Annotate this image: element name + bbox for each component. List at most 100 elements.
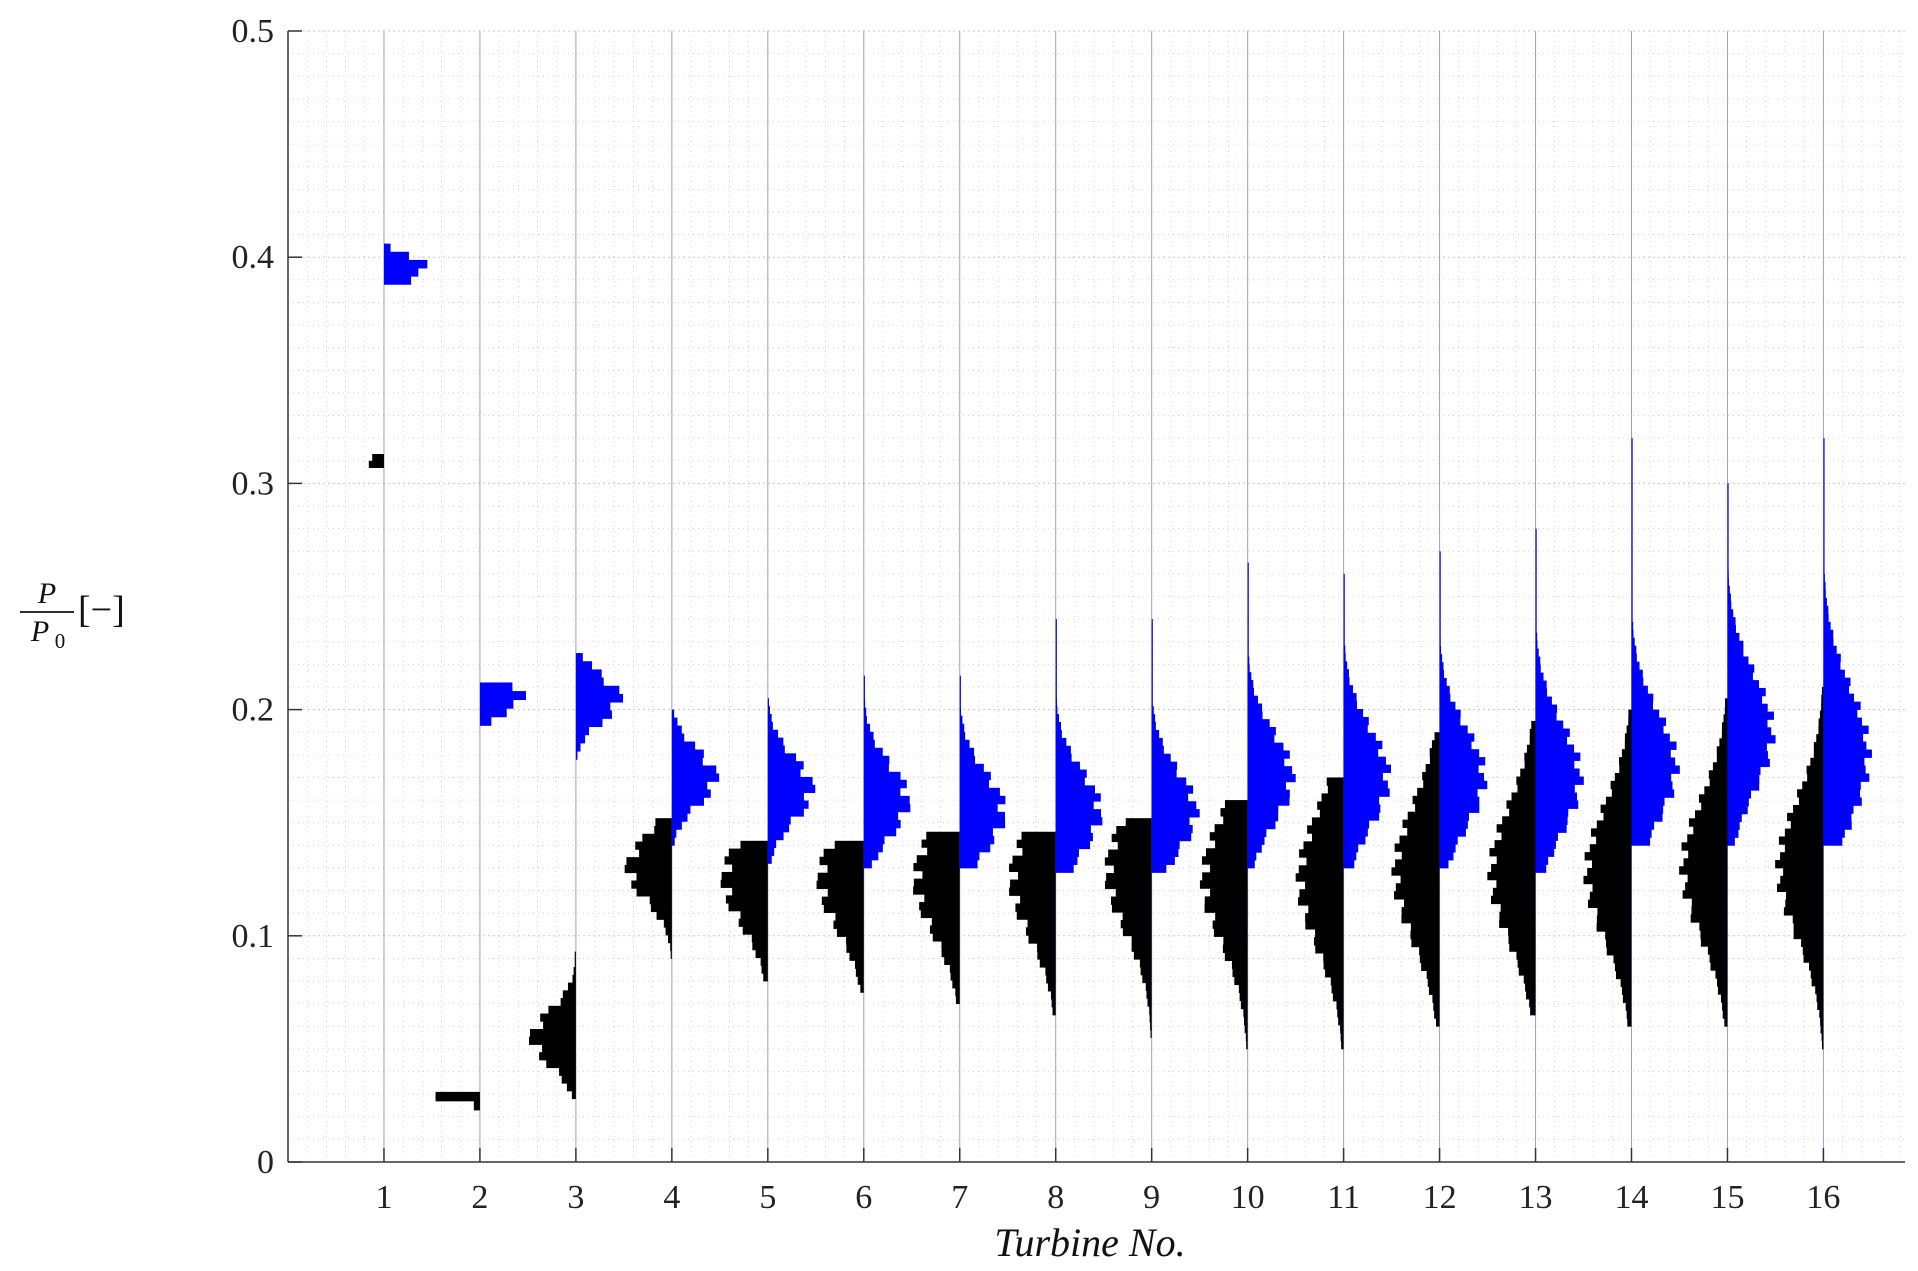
- histogram-bar: [1247, 656, 1250, 665]
- y-tick-label: 0.3: [232, 465, 275, 502]
- histogram-bar: [1432, 994, 1440, 1003]
- histogram-bar: [1596, 915, 1632, 924]
- histogram-bar: [1391, 867, 1440, 876]
- histogram-bar: [863, 715, 867, 725]
- histogram-bar: [1428, 986, 1440, 995]
- histogram-bar: [1307, 825, 1344, 834]
- histogram-bar: [1524, 752, 1536, 762]
- distribution-right-9: [1151, 619, 1200, 873]
- histogram-bar: [959, 819, 1006, 829]
- histogram-bar: [1724, 706, 1728, 715]
- histogram-bar: [1727, 790, 1752, 799]
- histogram-bar: [1802, 781, 1824, 790]
- histogram-bar: [1823, 661, 1841, 671]
- histogram-bar: [1407, 811, 1440, 821]
- histogram-bar: [767, 816, 791, 825]
- histogram-bar: [1055, 856, 1078, 865]
- histogram-bar: [921, 839, 960, 848]
- histogram-bar: [1434, 1010, 1440, 1019]
- x-tick-label: 11: [1327, 1179, 1360, 1216]
- histogram-bar: [1439, 796, 1480, 806]
- histogram-bar: [1727, 719, 1768, 728]
- histogram-bar: [1343, 677, 1350, 686]
- x-tick-label: 5: [759, 1179, 776, 1216]
- histogram-bar: [1341, 1040, 1344, 1050]
- histogram-bar: [636, 872, 672, 881]
- histogram-bar: [546, 1059, 576, 1069]
- histogram-bar: [1520, 768, 1536, 777]
- histogram-bar: [1343, 756, 1386, 766]
- histogram-bar: [1343, 669, 1349, 678]
- histogram-bar: [1343, 653, 1346, 662]
- histogram-bar: [1691, 906, 1728, 915]
- histogram-bar: [1631, 749, 1671, 758]
- histogram-bar: [1727, 687, 1766, 697]
- histogram-bar: [1243, 1008, 1248, 1018]
- grid-lines: [288, 30, 1905, 1162]
- histogram-bar: [1535, 648, 1539, 657]
- histogram-bar: [941, 941, 960, 950]
- histogram-bar: [1823, 494, 1825, 503]
- histogram-bar: [575, 710, 612, 719]
- histogram-bar: [1439, 606, 1441, 615]
- histogram-bar: [1055, 832, 1093, 842]
- histogram-bar: [671, 773, 720, 782]
- histogram-bar: [573, 967, 576, 976]
- histogram-bar: [1529, 999, 1536, 1008]
- histogram-bar: [836, 928, 864, 937]
- histogram-bar: [567, 982, 576, 991]
- histogram-bar: [1151, 785, 1194, 794]
- histogram-bar: [1111, 833, 1152, 843]
- histogram-bar: [1508, 927, 1536, 936]
- distribution-right-11: [1343, 573, 1391, 869]
- histogram-bars: [368, 243, 1872, 1111]
- histogram-bar: [740, 910, 768, 920]
- histogram-bar: [1723, 714, 1728, 723]
- distribution-left-1: [368, 453, 384, 468]
- y-axis-title-unit: [−]: [78, 589, 125, 631]
- histogram-bar: [1803, 954, 1824, 963]
- histogram-bar: [1055, 627, 1057, 636]
- histogram-bar: [1298, 897, 1344, 906]
- histogram-bar: [1727, 758, 1770, 768]
- histogram-bar: [1685, 882, 1728, 891]
- histogram-bar: [1727, 829, 1739, 838]
- histogram-bar: [1631, 781, 1673, 790]
- distribution-left-11: [1295, 777, 1344, 1050]
- histogram-bar: [574, 959, 576, 968]
- histogram-bar: [1439, 551, 1441, 560]
- histogram-bar: [1631, 653, 1637, 663]
- histogram-bar: [1700, 938, 1728, 947]
- histogram-bar: [1823, 525, 1825, 535]
- histogram-bar: [1247, 852, 1257, 861]
- histogram-bar: [959, 851, 980, 861]
- distribution-left-3: [529, 951, 576, 1100]
- histogram-bar: [1823, 502, 1825, 511]
- histogram-bar: [959, 811, 1005, 821]
- histogram-bar: [1535, 768, 1580, 777]
- x-tick-label: 12: [1423, 1179, 1457, 1216]
- histogram-bar: [1823, 605, 1829, 615]
- distribution-left-12: [1391, 732, 1440, 1027]
- histogram-bar: [835, 912, 864, 921]
- histogram-bar: [1775, 860, 1824, 869]
- histogram-bar: [1631, 813, 1663, 822]
- histogram-bar: [1439, 559, 1441, 568]
- histogram-bar: [1238, 984, 1248, 994]
- histogram-bar: [1727, 609, 1734, 618]
- histogram-bar: [1239, 992, 1248, 1002]
- histogram-bar: [1535, 856, 1549, 865]
- histogram-bar: [931, 917, 960, 926]
- histogram-bar: [1055, 777, 1085, 786]
- histogram-bar: [767, 721, 773, 731]
- histogram-bar: [624, 864, 672, 874]
- histogram-bar: [767, 714, 772, 723]
- histogram-bar: [1055, 642, 1057, 652]
- histogram-bar: [1223, 816, 1248, 825]
- histogram-bar: [1052, 1007, 1056, 1016]
- histogram-bar: [1343, 772, 1383, 781]
- histogram-bar: [1247, 625, 1249, 634]
- histogram-bar: [1411, 938, 1440, 948]
- histogram-bar: [1315, 929, 1344, 938]
- histogram-bar: [1151, 619, 1153, 628]
